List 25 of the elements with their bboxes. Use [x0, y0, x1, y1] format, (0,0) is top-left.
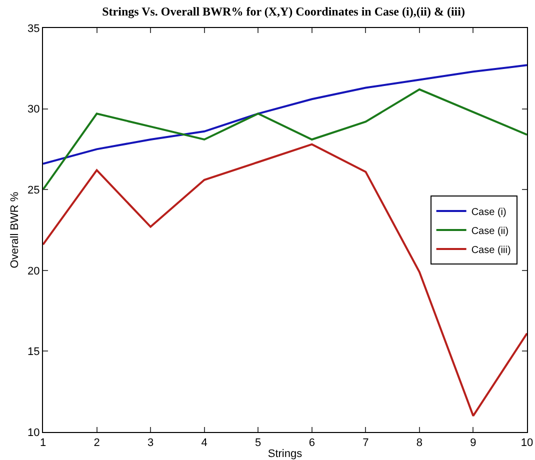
y-tick-label: 30 [28, 104, 40, 116]
line-series [43, 64, 527, 165]
x-tick-label: 1 [40, 437, 46, 450]
legend-label: Case (iii) [471, 244, 511, 256]
line-series [43, 143, 527, 417]
y-tick-label: 20 [28, 265, 40, 278]
x-tick-label: 9 [470, 437, 476, 450]
x-tick-label: 5 [255, 437, 262, 450]
x-tick-label: 3 [147, 437, 154, 450]
x-tick-label: 2 [94, 437, 100, 450]
chart-title: Strings Vs. Overall BWR% for (X,Y) Coordinates in Case (i),(ii) & (iii) [102, 4, 465, 18]
x-tick-label: 10 [520, 437, 534, 450]
legend-label: Case (ii) [471, 226, 509, 237]
legend-label: Case (i) [471, 206, 506, 218]
y-axis-title: Overall BWR % [9, 192, 22, 268]
y-tick-label: 35 [28, 22, 40, 35]
x-tick-label: 4 [201, 437, 208, 450]
y-tick-label: 15 [28, 346, 40, 358]
x-tick-label: 7 [362, 437, 369, 450]
y-tick-label: 25 [28, 184, 40, 196]
line-series [43, 88, 527, 191]
y-tick-label: 10 [28, 426, 40, 439]
x-tick-label: 6 [308, 437, 315, 450]
x-axis-title: Strings [268, 448, 303, 460]
x-tick-label: 8 [416, 437, 423, 450]
